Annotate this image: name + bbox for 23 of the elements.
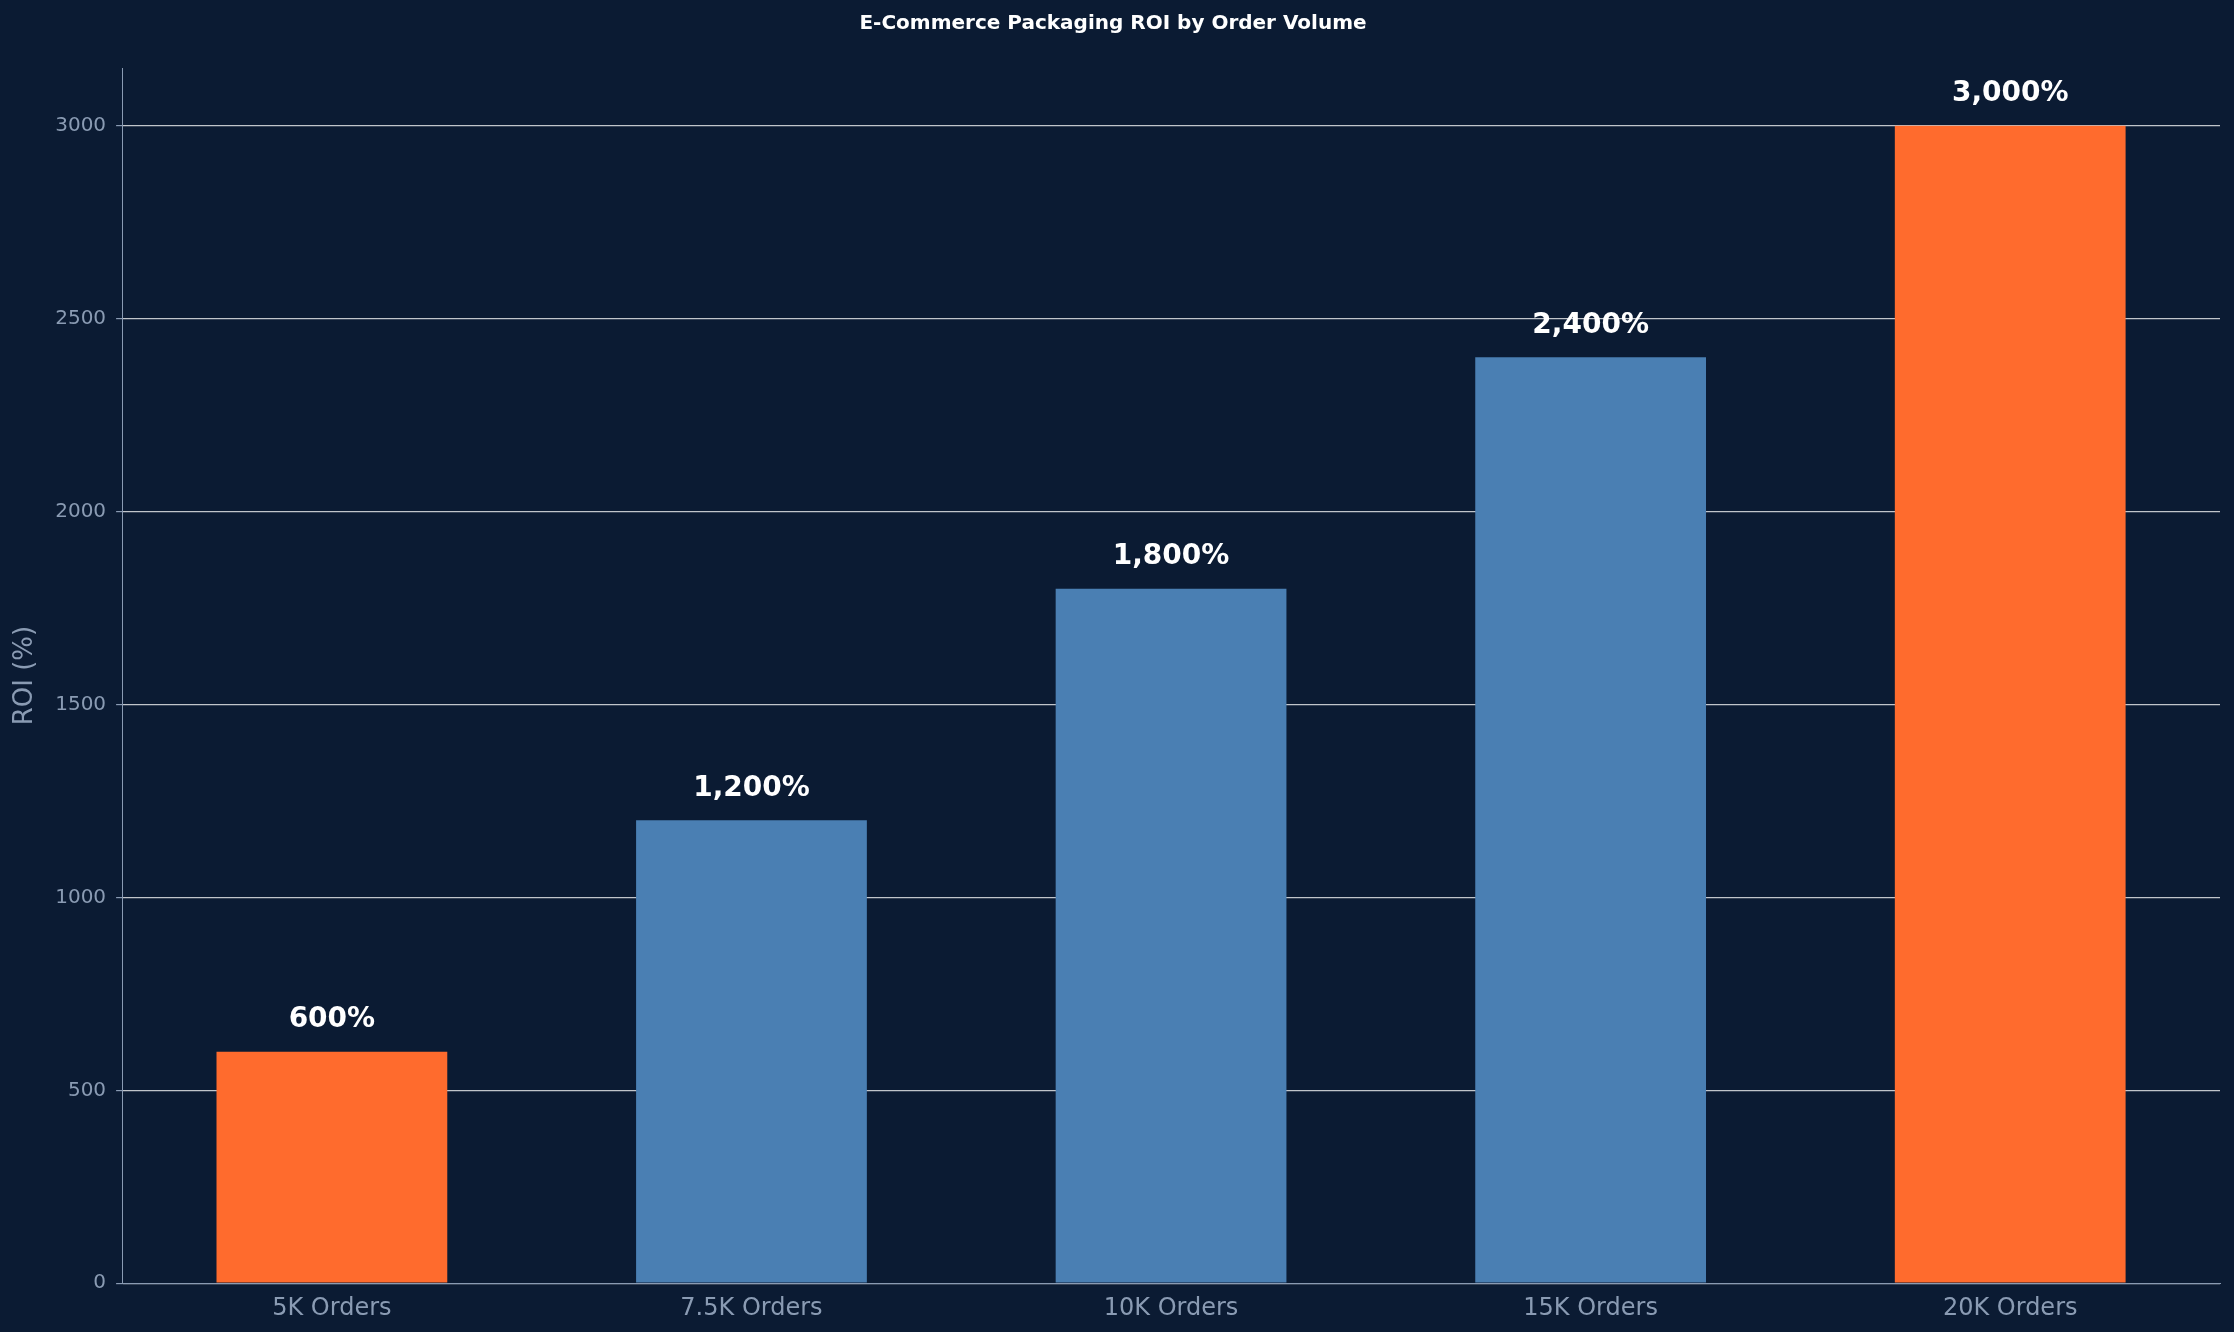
data-label: 600% bbox=[288, 1001, 376, 1035]
y-tick-label: 1000 bbox=[55, 883, 107, 908]
y-tick-label: 500 bbox=[67, 1076, 107, 1101]
y-tick-label: 0 bbox=[93, 1269, 107, 1294]
x-tick-label: 7.5K Orders bbox=[680, 1292, 823, 1321]
bar bbox=[636, 820, 867, 1283]
y-axis-title: ROI (%) bbox=[8, 625, 39, 726]
bar bbox=[216, 1051, 448, 1283]
data-label: 1,800% bbox=[1112, 538, 1230, 572]
data-label: 3,000% bbox=[1951, 75, 2069, 109]
bar bbox=[1055, 588, 1287, 1283]
x-tick-label: 15K Orders bbox=[1523, 1292, 1658, 1321]
x-tick-label: 5K Orders bbox=[272, 1292, 392, 1321]
y-tick-label: 2500 bbox=[55, 304, 107, 329]
x-tick-label: 20K Orders bbox=[1942, 1292, 2078, 1321]
bar bbox=[1475, 357, 1707, 1283]
bar bbox=[1894, 125, 2126, 1283]
x-tick-label: 10K Orders bbox=[1103, 1292, 1239, 1321]
data-label: 1,200% bbox=[693, 769, 810, 803]
y-tick-label: 3000 bbox=[55, 112, 107, 137]
chart-title: E-Commerce Packaging ROI by Order Volume bbox=[859, 10, 1367, 35]
y-tick-label: 2000 bbox=[55, 497, 107, 522]
y-tick-label: 1500 bbox=[55, 690, 107, 715]
